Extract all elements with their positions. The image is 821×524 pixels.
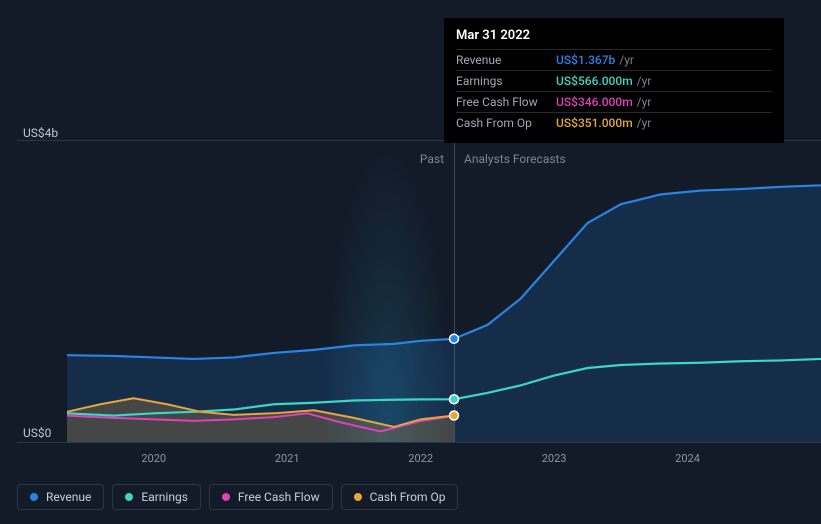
tooltip-row-label: Revenue [456,53,556,67]
x-tick-2023: 2023 [542,452,567,465]
legend-label: Revenue [46,490,91,504]
tooltip-row-value: US$566.000m [556,74,633,88]
x-tick-2021: 2021 [275,452,300,465]
legend-label: Earnings [141,490,188,504]
x-tick-2024: 2024 [675,452,700,465]
legend-dot-icon [222,493,230,501]
tooltip-row-value: US$351.000m [556,116,633,130]
tooltip-row-unit: /yr [637,95,652,109]
tooltip-row-unit: /yr [637,116,652,130]
tooltip-row-label: Free Cash Flow [456,95,556,109]
tooltip-row-label: Earnings [456,74,556,88]
legend-dot-icon [354,493,362,501]
legend-dot-icon [30,493,38,501]
tooltip-row-value: US$346.000m [556,95,633,109]
x-tick-2022: 2022 [408,452,433,465]
chart-legend: Revenue Earnings Free Cash Flow Cash From O… [17,484,458,510]
tooltip-row-value: US$1.367b [556,53,615,67]
tooltip-row-3: Cash From OpUS$351.000m/yr [456,112,772,133]
area-revenue [67,185,821,442]
legend-label: Free Cash Flow [238,490,320,504]
tooltip-row-unit: /yr [619,53,634,67]
legend-label: Cash From Op [370,490,446,504]
legend-item-earnings[interactable]: Earnings [112,484,201,510]
legend-dot-icon [125,493,133,501]
legend-item-cfo[interactable]: Cash From Op [341,484,459,510]
hover-marker-earnings [450,395,459,404]
legend-item-fcf[interactable]: Free Cash Flow [209,484,333,510]
hover-marker-cfo [450,411,459,420]
tooltip-row-0: RevenueUS$1.367b/yr [456,49,772,70]
hover-marker-revenue [450,334,459,343]
hover-tooltip: Mar 31 2022 RevenueUS$1.367b/yrEarningsU… [444,18,784,143]
tooltip-row-unit: /yr [637,74,652,88]
legend-item-revenue[interactable]: Revenue [17,484,104,510]
tooltip-row-2: Free Cash FlowUS$346.000m/yr [456,91,772,112]
x-tick-2020: 2020 [141,452,166,465]
tooltip-row-1: EarningsUS$566.000m/yr [456,70,772,91]
tooltip-title: Mar 31 2022 [456,28,772,43]
tooltip-row-label: Cash From Op [456,116,556,130]
